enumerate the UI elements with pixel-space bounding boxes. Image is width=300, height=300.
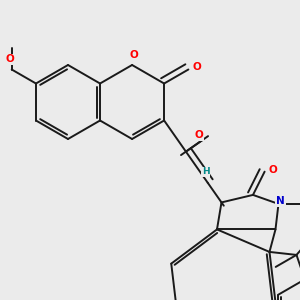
Text: O: O (5, 55, 14, 64)
Text: O: O (268, 165, 277, 175)
Text: O: O (195, 130, 203, 140)
Text: H: H (202, 167, 209, 176)
Text: O: O (130, 50, 139, 60)
Text: O: O (192, 61, 201, 71)
Text: N: N (276, 196, 285, 206)
